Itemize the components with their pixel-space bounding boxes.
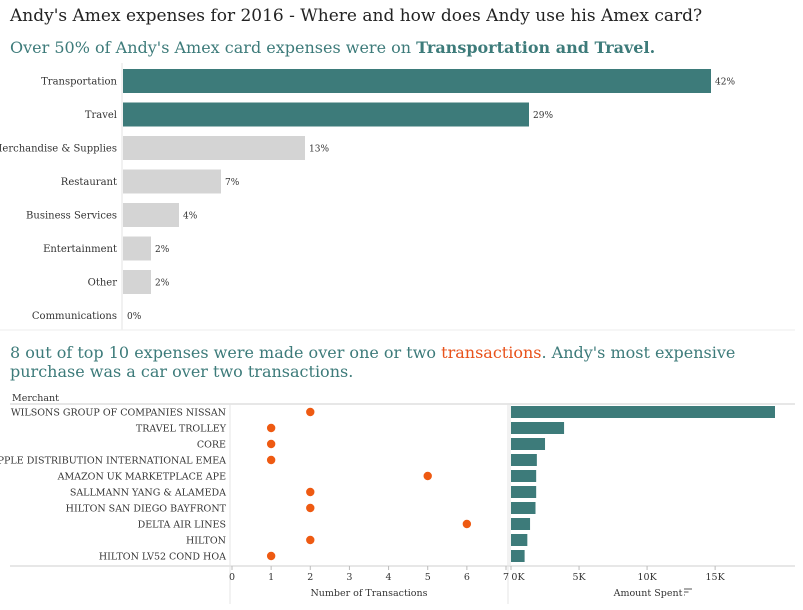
category-value-label: 29% <box>533 111 553 121</box>
category-value-label: 7% <box>225 178 240 188</box>
amount-bar <box>511 518 531 530</box>
amount-tick-label: 15K <box>706 572 726 583</box>
category-value-label: 13% <box>309 145 329 155</box>
subtitle-bold: Transportation and Travel. <box>416 38 656 57</box>
transactions-tick-label: 1 <box>268 572 274 583</box>
category-value-label: 42% <box>715 78 735 88</box>
transaction-dot <box>306 407 315 417</box>
merchant-label: WILSONS GROUP OF COMPANIES NISSAN <box>11 408 226 419</box>
amount-bar <box>511 534 528 546</box>
category-label: Business Services <box>26 211 117 222</box>
row-header-label: Merchant <box>12 393 59 404</box>
transaction-dot <box>306 503 315 513</box>
transaction-dot <box>423 471 432 481</box>
transaction-dot <box>266 423 276 433</box>
chart-subtitle: Over 50% of Andy's Amex card expenses we… <box>10 38 655 57</box>
category-value-label: 2% <box>155 279 170 289</box>
merchant-label: HILTON LV52 COND HOA <box>99 552 226 563</box>
amount-bar <box>511 486 537 498</box>
transactions-tick-label: 4 <box>386 572 392 583</box>
amount-tick-label: 10K <box>637 572 657 583</box>
amount-tick-label: 0K <box>511 572 525 583</box>
category-bar <box>123 270 151 294</box>
category-label: Merchandise & Supplies <box>0 144 117 155</box>
transactions-tick-label: 5 <box>425 572 431 583</box>
category-bar <box>123 102 529 127</box>
transactions-tick-label: 0 <box>229 572 235 583</box>
merchant-label: CORE <box>197 440 226 451</box>
transaction-dot <box>306 535 315 545</box>
category-value-label: 4% <box>183 212 198 222</box>
amount-bar <box>511 550 525 562</box>
amount-bar <box>511 406 775 418</box>
category-label: Entertainment <box>43 244 117 255</box>
subtitle2-highlight: transactions <box>441 343 542 362</box>
sort-icon[interactable] <box>684 588 692 596</box>
merchant-label: HILTON <box>186 536 226 547</box>
transaction-dot <box>266 439 276 449</box>
category-label: Restaurant <box>61 177 117 188</box>
category-label: Travel <box>85 110 117 121</box>
merchant-label: AMAZON UK MARKETPLACE APE <box>57 472 226 483</box>
transactions-tick-label: 2 <box>307 572 313 583</box>
category-value-label: 0% <box>127 312 142 322</box>
merchant-label: TRAVEL TROLLEY <box>136 424 227 435</box>
transaction-dot <box>462 519 472 529</box>
category-bar <box>123 69 711 93</box>
transaction-dot <box>306 487 315 497</box>
amount-bar <box>511 422 565 434</box>
transactions-tick-label: 3 <box>346 572 352 583</box>
category-bar <box>123 136 305 160</box>
transactions-axis-title: Number of Transactions <box>310 588 427 599</box>
category-bar <box>123 169 221 194</box>
transaction-dot <box>266 455 276 465</box>
section2-subtitle: 8 out of top 10 expenses were made over … <box>10 343 795 381</box>
category-value-label: 2% <box>155 245 170 255</box>
category-bar <box>123 236 151 261</box>
merchant-label: APPLE DISTRIBUTION INTERNATIONAL EMEA <box>0 456 226 467</box>
subtitle-prefix: Over 50% of Andy's Amex card expenses we… <box>10 38 417 57</box>
category-label: Other <box>88 278 118 289</box>
merchant-label: SALLMANN YANG & ALAMEDA <box>70 488 226 499</box>
chart-title: Andy's Amex expenses for 2016 - Where an… <box>10 6 703 26</box>
merchant-label: DELTA AIR LINES <box>138 520 226 531</box>
category-bar <box>123 203 179 227</box>
transactions-tick-label: 7 <box>503 572 509 583</box>
amount-bar <box>511 438 546 450</box>
amount-bar <box>511 470 537 482</box>
subtitle2-part1: 8 out of top 10 expenses were made over … <box>10 343 442 362</box>
transactions-tick-label: 6 <box>464 572 470 583</box>
merchant-label: HILTON SAN DIEGO BAYFRONT <box>66 504 227 515</box>
amount-bar <box>511 502 536 514</box>
amount-axis-title: Amount Spent <box>613 588 683 599</box>
amount-tick-label: 5K <box>572 572 586 583</box>
category-label: Communications <box>32 311 117 322</box>
category-label: Transportation <box>41 77 117 88</box>
transaction-dot <box>266 551 276 561</box>
amount-bar <box>511 454 537 466</box>
subtitle2-part2: . Andy's most expensive purchase was a c… <box>10 343 736 381</box>
